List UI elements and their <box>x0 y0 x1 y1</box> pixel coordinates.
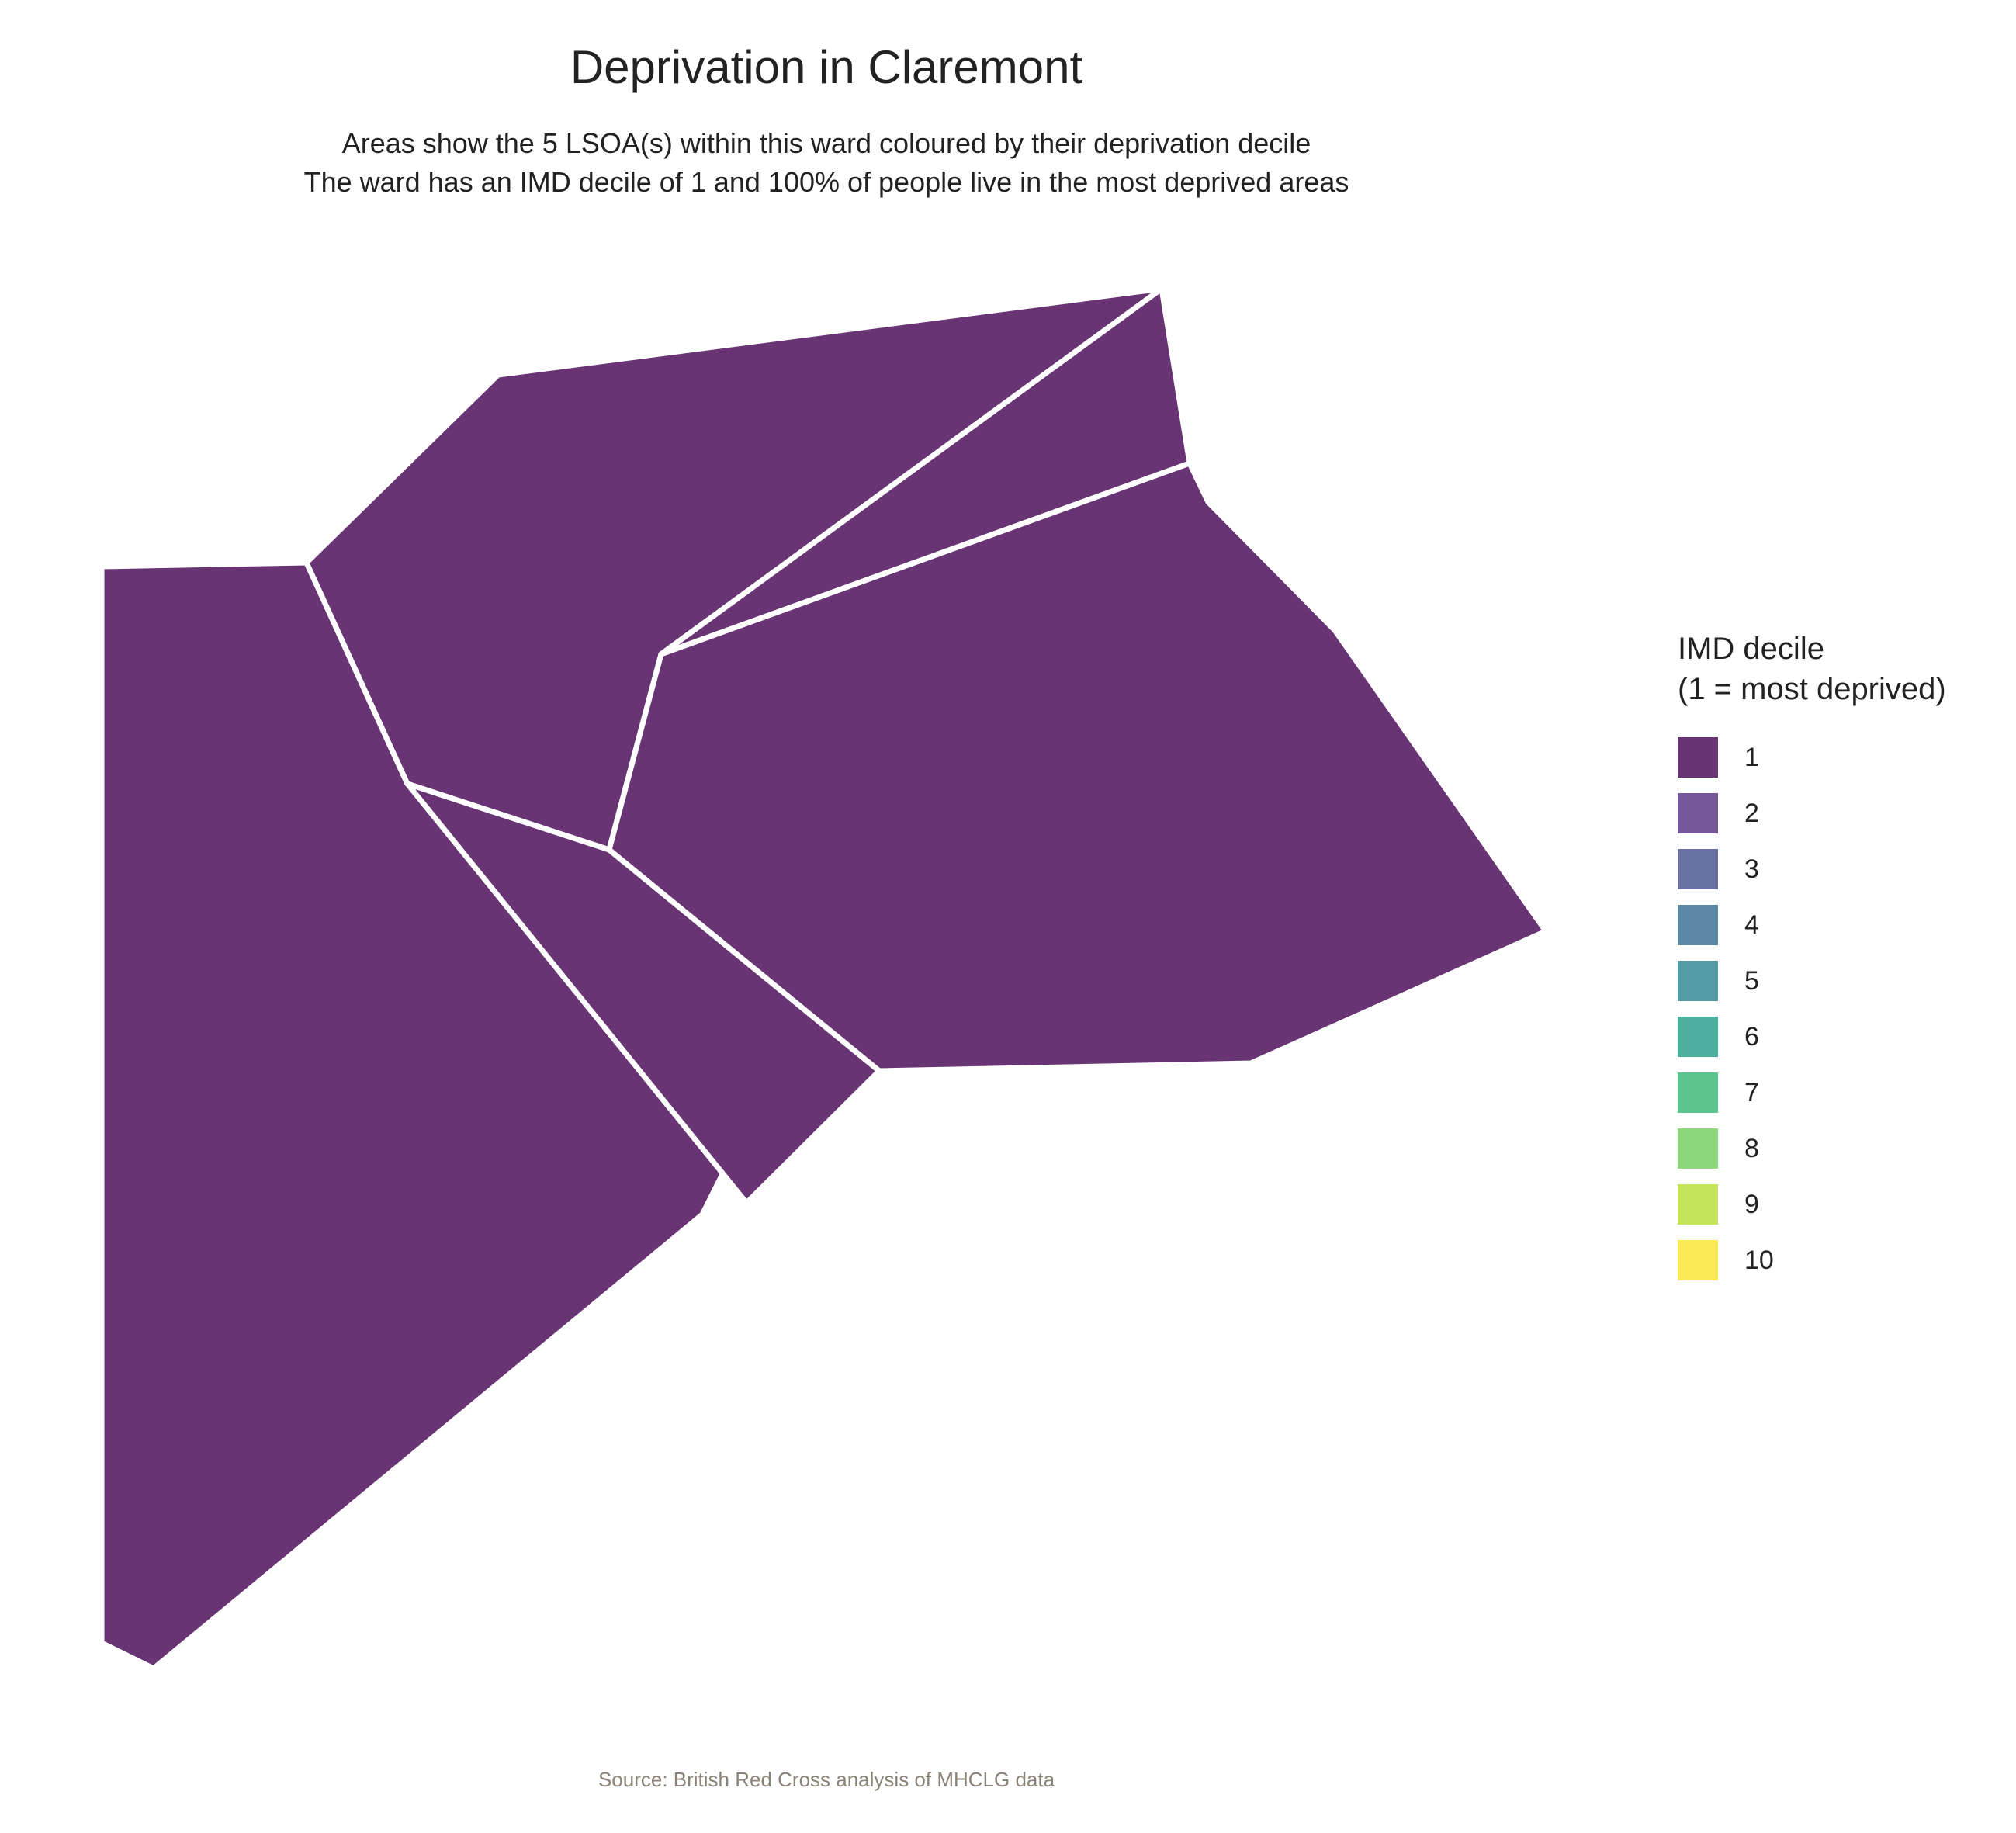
legend-item: 5 <box>1678 953 1946 1009</box>
legend-label: 7 <box>1744 1077 1759 1107</box>
legend-items: 1 2 3 4 5 6 7 8 9 10 <box>1678 729 1946 1288</box>
legend-label: 5 <box>1744 965 1759 996</box>
legend-swatch <box>1678 1184 1718 1225</box>
legend-swatch <box>1678 961 1718 1001</box>
legend-item: 3 <box>1678 841 1946 897</box>
subtitle-line-1: Areas show the 5 LSOA(s) within this war… <box>341 127 1311 159</box>
legend-item: 8 <box>1678 1121 1946 1176</box>
legend-item: 10 <box>1678 1232 1946 1288</box>
chart-title: Deprivation in Claremont <box>570 41 1083 93</box>
legend-title-line-1: IMD decile <box>1678 632 1824 666</box>
legend-swatch <box>1678 1017 1718 1057</box>
legend-swatch <box>1678 737 1718 778</box>
source-caption: Source: British Red Cross analysis of MH… <box>598 1768 1055 1791</box>
legend: IMD decile (1 = most deprived) 1 2 3 4 5 6 7 8 9… <box>1678 629 1946 1288</box>
legend-item: 1 <box>1678 729 1946 785</box>
legend-item: 2 <box>1678 785 1946 841</box>
legend-title-line-2: (1 = most deprived) <box>1678 672 1946 706</box>
legend-label: 1 <box>1744 742 1759 772</box>
legend-swatch <box>1678 849 1718 889</box>
legend-swatch <box>1678 1128 1718 1169</box>
legend-item: 9 <box>1678 1176 1946 1232</box>
legend-item: 6 <box>1678 1009 1946 1065</box>
legend-title: IMD decile (1 = most deprived) <box>1678 629 1946 709</box>
legend-label: 6 <box>1744 1021 1759 1052</box>
subtitle-line-2: The ward has an IMD decile of 1 and 100%… <box>303 166 1349 198</box>
legend-item: 7 <box>1678 1065 1946 1121</box>
legend-swatch <box>1678 905 1718 945</box>
legend-item: 4 <box>1678 897 1946 953</box>
chart-subtitle: Areas show the 5 LSOA(s) within this war… <box>0 124 1653 202</box>
lsoa-area-5 <box>404 781 882 1206</box>
legend-swatch <box>1678 1072 1718 1113</box>
legend-label: 8 <box>1744 1133 1759 1163</box>
lsoa-areas <box>99 286 1549 1672</box>
legend-label: 10 <box>1744 1245 1774 1275</box>
legend-label: 4 <box>1744 910 1759 940</box>
legend-label: 2 <box>1744 798 1759 828</box>
legend-swatch <box>1678 1240 1718 1280</box>
legend-label: 9 <box>1744 1189 1759 1219</box>
legend-label: 3 <box>1744 854 1759 884</box>
legend-swatch <box>1678 793 1718 833</box>
